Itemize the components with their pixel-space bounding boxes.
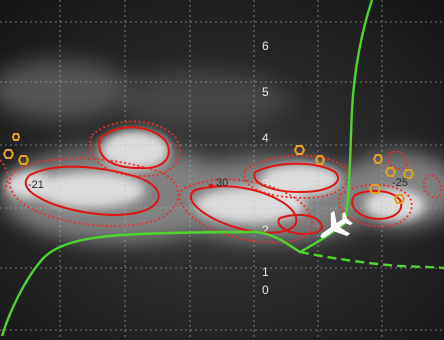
track-label: -21 [28,179,44,191]
marker-icon [17,155,30,165]
contour-solid [24,165,160,216]
scale-label: 4 [262,131,269,145]
marker-icon [293,145,306,155]
contour-solid [189,185,298,234]
marker-icon [384,167,397,177]
scale-label: 3 [262,177,269,191]
contour-dotted [243,154,349,199]
scale-labels: 6 5 4 3 2 1 0 [262,39,269,297]
contour-solid [277,213,324,235]
contour-dotted [89,120,181,177]
marker-icon [11,133,21,141]
track-label: 30 [216,177,228,189]
scale-label: 5 [262,85,269,99]
marker-icon [314,155,326,165]
marker-icon [402,169,415,179]
airplane-icon[interactable] [313,206,357,248]
scale-label: 2 [262,223,269,237]
scale-label: 1 [262,265,269,279]
cloud-layer [0,60,444,243]
flight-track-line [0,0,374,337]
contour-dotted [387,150,408,170]
marker-layer [2,133,415,204]
track-labels: 30 -25 -21 [28,177,408,191]
scale-label: 0 [262,283,269,297]
marker-icon [368,184,382,194]
contour-dotted [178,178,313,244]
contour-dotted [422,174,443,199]
storm-contours [0,120,443,244]
contour-dotted [8,157,179,227]
flight-track-forecast [299,250,444,270]
marker-icon [393,194,406,204]
marker-icon [372,154,384,164]
scale-label: 6 [262,39,269,53]
marker-icon [2,149,15,159]
contour-solid [351,189,403,220]
track-label: -25 [392,177,408,189]
track-point [208,183,214,189]
contour-solid [253,162,339,194]
